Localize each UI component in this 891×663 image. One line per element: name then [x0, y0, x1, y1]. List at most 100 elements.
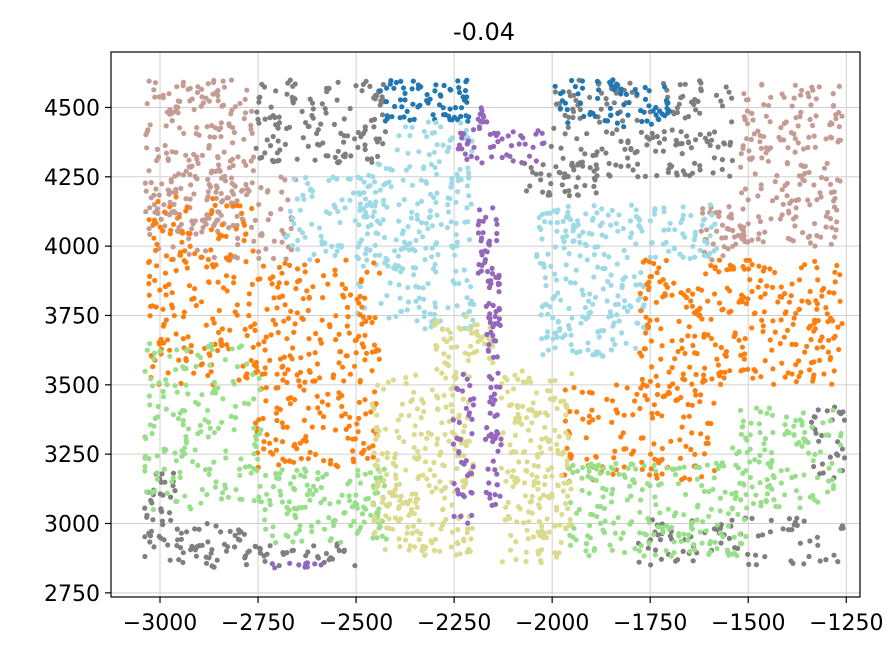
- data-point: [740, 206, 746, 212]
- data-point: [440, 105, 446, 111]
- data-point: [647, 483, 653, 489]
- data-point: [573, 267, 579, 273]
- data-point: [300, 316, 306, 322]
- data-point: [492, 313, 498, 320]
- data-point: [547, 210, 553, 216]
- data-point: [648, 338, 655, 344]
- data-point: [307, 187, 314, 193]
- data-point: [691, 542, 697, 548]
- data-point: [267, 276, 273, 282]
- data-point: [230, 191, 237, 197]
- data-point: [811, 414, 817, 420]
- data-point: [160, 228, 166, 234]
- data-point: [769, 412, 776, 418]
- data-point: [260, 263, 266, 269]
- data-point: [696, 313, 702, 319]
- data-point: [715, 144, 721, 150]
- data-point: [312, 157, 318, 163]
- data-point: [403, 374, 409, 381]
- data-point: [652, 547, 659, 553]
- data-point: [406, 412, 412, 419]
- data-point: [374, 427, 380, 433]
- data-point: [441, 82, 447, 89]
- data-point: [398, 246, 404, 253]
- data-point: [371, 209, 377, 215]
- data-point: [806, 450, 812, 456]
- data-point: [621, 102, 627, 108]
- data-point: [374, 139, 381, 145]
- data-point: [692, 96, 698, 103]
- data-point: [495, 370, 501, 376]
- data-point: [314, 258, 321, 264]
- data-point: [530, 400, 536, 406]
- data-point: [243, 181, 249, 188]
- data-point: [835, 452, 841, 458]
- data-point: [589, 217, 596, 223]
- data-point: [725, 246, 731, 252]
- data-point: [425, 430, 431, 436]
- data-point: [491, 130, 497, 136]
- data-point: [714, 356, 720, 362]
- data-point: [720, 253, 726, 259]
- data-point: [563, 262, 569, 268]
- data-point: [272, 114, 278, 121]
- data-point: [796, 173, 803, 179]
- data-point: [296, 527, 302, 533]
- data-point: [552, 89, 559, 95]
- data-point: [539, 528, 545, 534]
- data-point: [484, 331, 490, 338]
- data-point: [591, 183, 597, 189]
- data-point: [763, 145, 769, 151]
- data-point: [632, 546, 638, 552]
- data-point: [364, 156, 370, 162]
- data-point: [252, 327, 258, 333]
- data-point: [687, 548, 693, 554]
- data-point: [199, 392, 205, 398]
- data-point: [648, 240, 654, 246]
- data-point: [305, 307, 311, 314]
- data-point: [270, 524, 276, 530]
- data-point: [455, 78, 461, 84]
- y-tick-label: 4500: [44, 96, 100, 121]
- data-point: [530, 169, 536, 175]
- data-point: [305, 143, 311, 149]
- data-point: [279, 439, 286, 445]
- data-point: [586, 413, 593, 419]
- data-point: [299, 108, 305, 115]
- data-point: [726, 89, 732, 95]
- data-point: [728, 211, 734, 217]
- data-point: [446, 363, 452, 369]
- data-point: [660, 148, 667, 154]
- data-point: [651, 211, 658, 217]
- data-point: [356, 190, 362, 196]
- data-point: [682, 115, 688, 121]
- data-point: [215, 209, 221, 215]
- data-point: [828, 189, 835, 196]
- data-point: [427, 214, 433, 220]
- data-point: [717, 495, 724, 501]
- data-point: [579, 475, 585, 481]
- data-point: [198, 500, 204, 506]
- data-point: [342, 509, 348, 516]
- data-point: [156, 339, 162, 345]
- data-point: [672, 466, 678, 472]
- data-point: [797, 505, 803, 511]
- data-point: [785, 370, 791, 376]
- data-point: [344, 323, 350, 329]
- data-point: [798, 369, 804, 375]
- data-point: [609, 491, 615, 497]
- data-point: [753, 405, 760, 411]
- data-point: [384, 471, 390, 478]
- data-point: [833, 116, 839, 122]
- data-point: [465, 357, 471, 363]
- data-point: [220, 78, 226, 84]
- data-point: [571, 385, 577, 391]
- data-point: [262, 365, 268, 371]
- data-point: [453, 232, 459, 238]
- data-point: [672, 472, 679, 478]
- data-point: [823, 224, 829, 230]
- data-point: [194, 89, 201, 96]
- data-point: [188, 342, 194, 349]
- data-point: [244, 87, 250, 93]
